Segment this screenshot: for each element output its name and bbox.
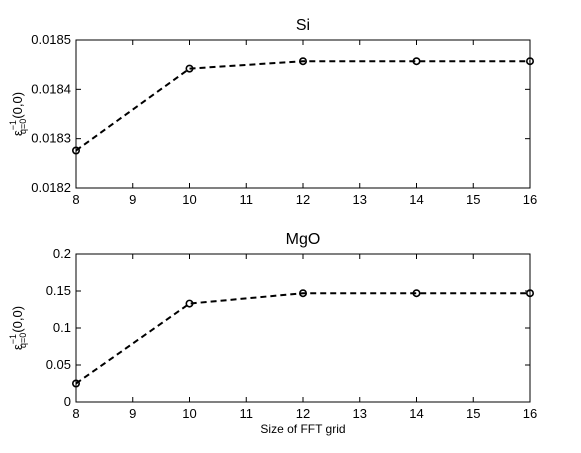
chart-title: MgO	[286, 231, 321, 248]
data-point	[525, 289, 534, 298]
series-line	[75, 292, 530, 385]
y-axis-label-suffix: (0,0)	[10, 306, 25, 333]
data-point	[72, 379, 81, 388]
y-tick-label: 0.1	[53, 320, 71, 335]
x-tick-label: 8	[72, 192, 79, 207]
data-point	[185, 64, 194, 73]
data-point	[525, 57, 534, 66]
y-axis-label-suffix: (0,0)	[10, 92, 25, 119]
plot-frame	[75, 253, 531, 403]
data-point	[72, 146, 81, 155]
y-axis-label: ε−1q=0(0,0)	[8, 92, 28, 136]
y-tick-label: 0.0184	[31, 81, 71, 96]
y-tick-label: 0.2	[53, 246, 71, 261]
x-tick-label: 10	[182, 192, 196, 207]
y-tick-label: 0.0185	[31, 32, 71, 47]
chart-panel-0: Si 8 9 10 11 12 13 14 15 16 0.0182 0.0183 0.0184 0.01…	[8, 17, 537, 207]
x-tick-label: 10	[182, 406, 196, 421]
chart-panel-1: MgO 8 9 10 11 12 13 14 15 16 0 0.05 0.1 0.15 0.2 ε−1q=0…	[8, 231, 537, 436]
x-tick-label: 8	[72, 406, 79, 421]
data-point	[298, 57, 307, 66]
x-tick-label: 14	[409, 192, 423, 207]
y-tick-label: 0.0183	[31, 131, 71, 146]
y-axis-label: ε−1q=0(0,0)	[8, 306, 28, 350]
y-tick-label: 0	[64, 394, 71, 409]
x-tick-label: 9	[129, 192, 136, 207]
y-axis-label-sub: q=0	[18, 333, 28, 348]
chart-title: Si	[296, 17, 310, 34]
x-axis-label: Size of FFT grid	[260, 422, 345, 436]
x-tick-label: 11	[240, 406, 254, 421]
y-axis-label-sub: q=0	[18, 119, 28, 134]
y-tick-label: 0.0182	[31, 180, 71, 195]
x-tick-label: 11	[240, 192, 254, 207]
x-tick-label: 16	[523, 406, 537, 421]
x-tick-label: 9	[129, 406, 136, 421]
x-tick-label: 15	[466, 192, 480, 207]
x-tick-label: 14	[409, 406, 423, 421]
data-point	[298, 289, 307, 298]
y-tick-label: 0.15	[46, 283, 71, 298]
y-axis-label-sup: −1	[8, 120, 18, 130]
y-axis-label-base: ε	[10, 130, 25, 136]
data-point	[412, 57, 421, 66]
data-point	[185, 299, 194, 308]
x-tick-label: 15	[466, 406, 480, 421]
x-tick-label: 13	[353, 192, 367, 207]
y-axis-label-base: ε	[10, 344, 25, 350]
series-line	[75, 60, 530, 152]
x-tick-label: 16	[523, 192, 537, 207]
x-tick-label: 12	[296, 406, 310, 421]
data-point	[412, 289, 421, 298]
y-tick-label: 0.05	[46, 357, 71, 372]
x-tick-label: 12	[296, 192, 310, 207]
y-axis-label-sup: −1	[8, 334, 18, 344]
x-tick-label: 13	[353, 406, 367, 421]
